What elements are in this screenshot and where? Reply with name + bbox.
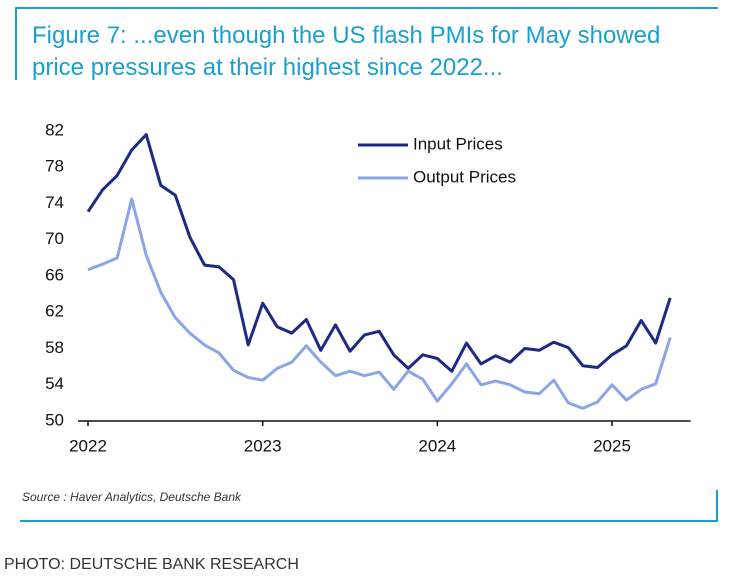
legend-label: Output Prices	[413, 167, 516, 186]
caption: PHOTO: DEUTSCHE BANK RESEARCH	[4, 556, 299, 573]
y-tick-label: 74	[45, 193, 64, 212]
x-tick-label: 2024	[418, 436, 456, 455]
y-tick-label: 54	[45, 374, 64, 393]
y-tick-label: 66	[45, 265, 64, 284]
y-tick-label: 78	[45, 157, 64, 176]
series-line	[87, 197, 672, 410]
x-tick-label: 2023	[244, 436, 282, 455]
series-line	[86, 133, 672, 373]
y-tick-label: 82	[45, 120, 64, 139]
y-tick-label: 62	[45, 302, 64, 321]
source: Source : Haver Analytics, Deutsche Bank	[22, 490, 241, 504]
legend-label: Input Prices	[413, 134, 503, 153]
y-tick-label: 50	[45, 410, 64, 429]
y-tick-label: 70	[45, 229, 64, 248]
chart-title: Figure 7: ...even though the US flash PM…	[32, 22, 661, 81]
x-tick-label: 2022	[69, 436, 107, 455]
x-tick-label: 2025	[593, 436, 631, 455]
y-tick-label: 58	[45, 338, 64, 357]
